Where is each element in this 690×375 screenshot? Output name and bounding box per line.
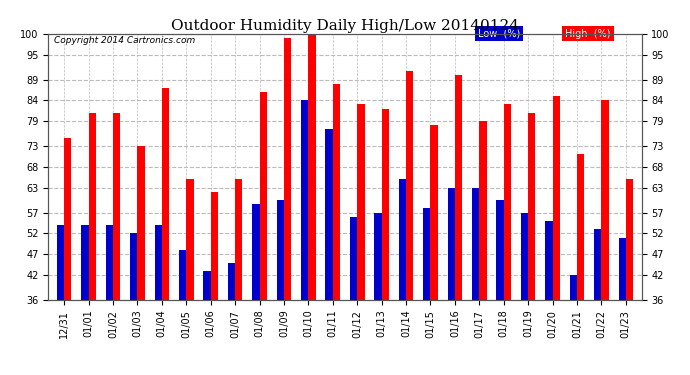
Bar	[357, 105, 364, 300]
Bar	[186, 179, 194, 300]
Bar	[64, 138, 72, 300]
Bar	[210, 192, 218, 300]
Bar	[277, 200, 284, 300]
Bar	[155, 225, 162, 300]
Bar	[382, 109, 389, 300]
Text: Copyright 2014 Cartronics.com: Copyright 2014 Cartronics.com	[55, 36, 195, 45]
Bar	[374, 213, 382, 300]
Bar	[301, 100, 308, 300]
Bar	[137, 146, 145, 300]
Bar	[577, 154, 584, 300]
Bar	[594, 229, 602, 300]
Bar	[235, 179, 242, 300]
Bar	[406, 71, 413, 300]
Bar	[81, 225, 88, 300]
Text: High  (%): High (%)	[565, 28, 611, 39]
Bar	[570, 275, 577, 300]
Title: Outdoor Humidity Daily High/Low 20140124: Outdoor Humidity Daily High/Low 20140124	[171, 19, 519, 33]
Bar	[88, 113, 96, 300]
Bar	[431, 125, 437, 300]
Bar	[553, 96, 560, 300]
Bar	[472, 188, 480, 300]
Bar	[626, 179, 633, 300]
Bar	[521, 213, 528, 300]
Bar	[253, 204, 259, 300]
Bar	[228, 262, 235, 300]
Bar	[545, 221, 553, 300]
Bar	[528, 113, 535, 300]
Bar	[179, 250, 186, 300]
Bar	[106, 225, 113, 300]
Bar	[113, 113, 120, 300]
Bar	[57, 225, 64, 300]
Bar	[618, 238, 626, 300]
Bar	[455, 75, 462, 300]
Bar	[308, 34, 316, 300]
Bar	[204, 271, 210, 300]
Bar	[504, 105, 511, 300]
Bar	[259, 92, 267, 300]
Bar	[423, 209, 431, 300]
Bar	[333, 84, 340, 300]
Bar	[350, 217, 357, 300]
Text: Low  (%): Low (%)	[477, 28, 520, 39]
Bar	[496, 200, 504, 300]
Bar	[130, 233, 137, 300]
Bar	[162, 88, 169, 300]
Bar	[399, 179, 406, 300]
Bar	[480, 121, 486, 300]
Bar	[326, 129, 333, 300]
Bar	[284, 38, 291, 300]
Bar	[448, 188, 455, 300]
Bar	[602, 100, 609, 300]
